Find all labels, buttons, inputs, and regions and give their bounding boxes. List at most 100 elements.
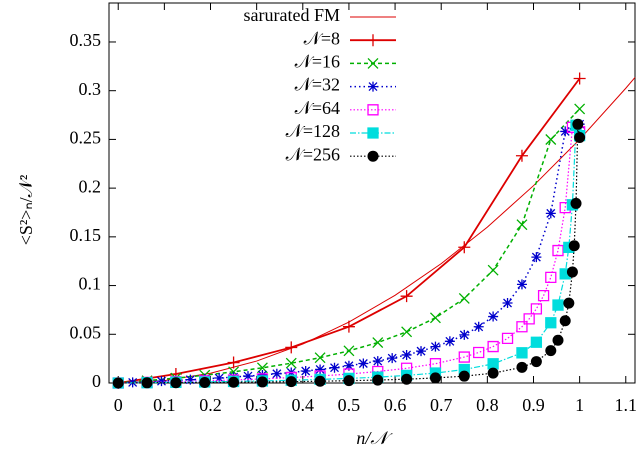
data-point xyxy=(531,252,542,263)
legend-label: sarurated FM xyxy=(244,5,340,25)
data-point xyxy=(300,366,311,377)
data-point xyxy=(530,336,543,348)
y-tick-label: 0.15 xyxy=(70,225,102,245)
data-point xyxy=(458,292,470,304)
series-line xyxy=(118,77,581,384)
y-tick-label: 0.3 xyxy=(79,79,102,99)
data-point xyxy=(516,347,528,359)
data-point xyxy=(372,374,384,386)
data-point xyxy=(515,149,528,162)
data-point xyxy=(429,358,442,370)
data-point xyxy=(501,332,514,345)
data-point xyxy=(400,290,413,303)
data-point xyxy=(502,298,513,309)
data-point xyxy=(285,341,298,354)
x-tick-label: 0 xyxy=(114,395,123,415)
data-point xyxy=(530,303,543,315)
data-point xyxy=(256,376,268,388)
data-point xyxy=(343,360,354,371)
data-point xyxy=(570,197,582,209)
data-point xyxy=(228,376,240,388)
data-point xyxy=(545,271,557,284)
data-point xyxy=(560,126,571,137)
x-tick-label: 0.5 xyxy=(338,395,361,415)
data-point xyxy=(545,345,557,357)
legend-label: 𝒩=16 xyxy=(295,52,340,72)
legend-label: 𝒩=8 xyxy=(304,28,340,48)
data-point xyxy=(473,346,485,359)
x-tick-label: 0.3 xyxy=(245,395,268,415)
legend-label: 𝒩=64 xyxy=(295,98,340,118)
legend-label: 𝒩=32 xyxy=(295,75,340,95)
y-tick-label: 0.1 xyxy=(79,274,102,294)
data-point xyxy=(358,358,369,369)
data-point xyxy=(401,349,412,360)
legend-label: 𝒩=128 xyxy=(286,121,340,141)
y-tick-label: 0.05 xyxy=(70,322,102,342)
data-point xyxy=(227,356,240,369)
legend-marker xyxy=(367,34,379,47)
x-tick-label: 1 xyxy=(575,395,584,415)
data-point xyxy=(458,241,471,254)
data-point xyxy=(516,361,528,373)
data-point xyxy=(552,299,564,311)
data-point xyxy=(545,317,557,329)
legend-marker xyxy=(367,127,379,139)
data-point xyxy=(537,289,550,302)
series-line xyxy=(118,124,581,384)
data-point xyxy=(401,373,413,385)
data-point xyxy=(530,356,542,368)
data-point xyxy=(574,131,586,143)
x-tick-label: 0.1 xyxy=(153,395,176,415)
data-point xyxy=(545,134,557,145)
data-point xyxy=(430,341,441,352)
data-point xyxy=(329,362,340,373)
data-point xyxy=(559,315,571,327)
data-point xyxy=(473,321,484,332)
data-point xyxy=(141,377,153,389)
data-point xyxy=(199,377,211,389)
x-tick-label: 0.4 xyxy=(292,395,315,415)
data-point xyxy=(314,375,326,387)
data-point xyxy=(257,370,268,381)
data-point xyxy=(170,377,182,389)
data-point xyxy=(372,337,384,349)
data-point xyxy=(572,118,584,130)
data-point xyxy=(487,358,499,370)
data-point xyxy=(314,352,326,364)
data-point xyxy=(401,326,413,338)
data-point xyxy=(271,368,282,379)
data-point xyxy=(342,320,355,333)
data-point xyxy=(488,311,499,322)
data-point xyxy=(429,312,441,324)
data-point xyxy=(343,345,355,357)
plot-frame xyxy=(108,2,636,384)
data-point xyxy=(516,219,528,231)
x-tick-label: 1.1 xyxy=(615,395,638,415)
x-tick-label: 0.9 xyxy=(522,395,545,415)
y-tick-label: 0.2 xyxy=(79,176,102,196)
data-point xyxy=(242,371,253,382)
data-point xyxy=(458,370,470,382)
y-axis-label: <S²>ₙ/𝒩² xyxy=(16,175,36,246)
data-point xyxy=(387,353,398,364)
data-point xyxy=(343,375,355,387)
data-point xyxy=(487,264,499,276)
data-point xyxy=(568,240,580,252)
x-tick-label: 0.7 xyxy=(430,395,453,415)
series-line xyxy=(118,108,581,384)
data-point xyxy=(372,356,383,367)
x-axis-label: n/𝒩 xyxy=(356,428,393,448)
data-point xyxy=(566,266,578,278)
data-point xyxy=(487,367,499,379)
data-point xyxy=(573,72,586,85)
y-tick-label: 0.35 xyxy=(70,30,102,50)
data-point xyxy=(487,340,499,353)
data-point xyxy=(563,297,575,309)
y-tick-label: 0 xyxy=(92,371,101,391)
data-point xyxy=(574,103,586,115)
data-point xyxy=(285,376,297,388)
legend-marker xyxy=(368,81,378,92)
